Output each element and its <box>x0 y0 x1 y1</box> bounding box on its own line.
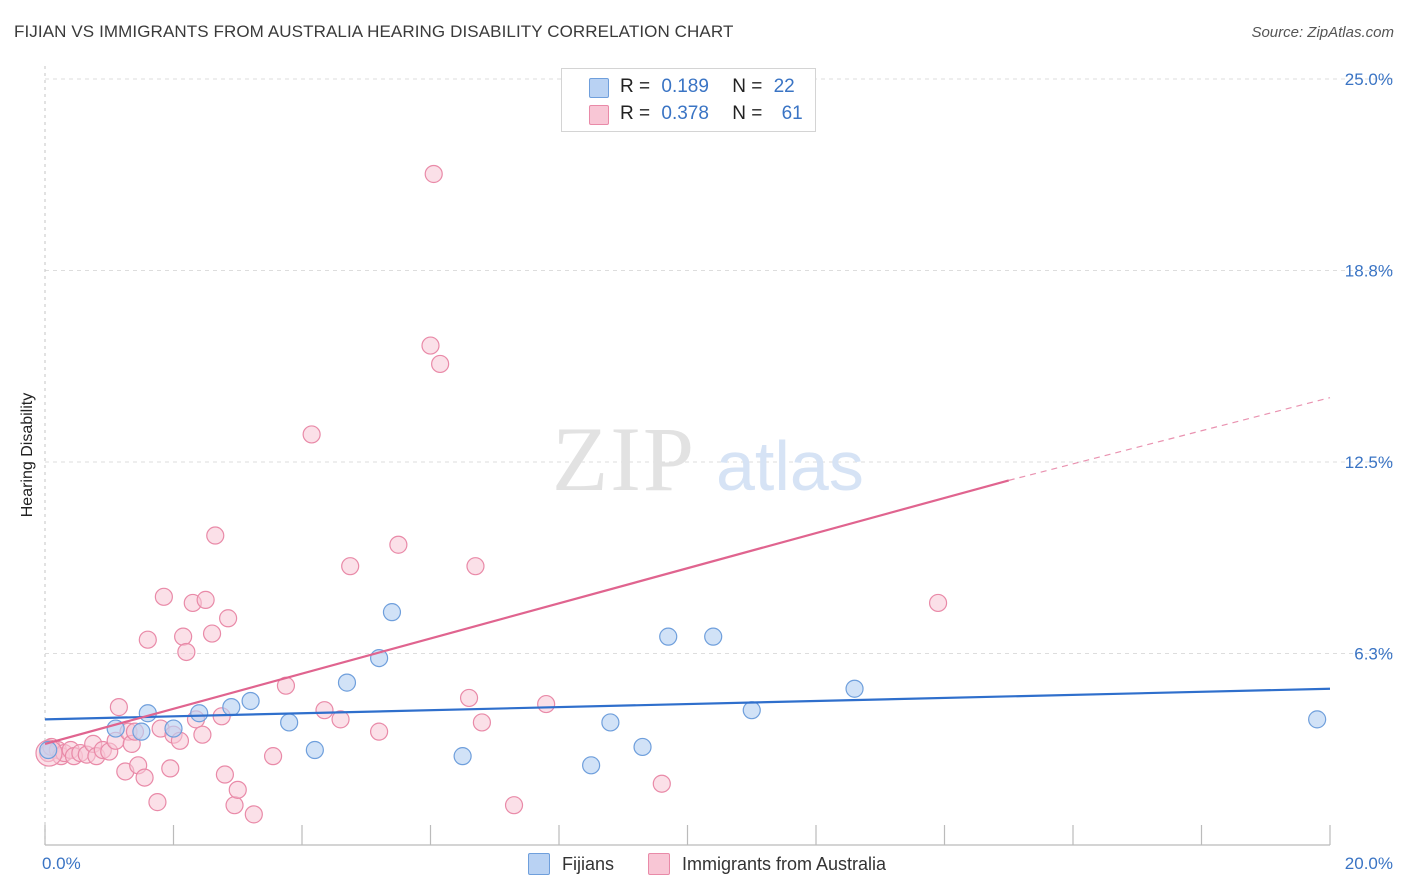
immigrants-point <box>459 688 479 708</box>
fijians-trend-line <box>44 687 1331 721</box>
immigrants-point <box>537 694 556 714</box>
immigrants-trend-extension <box>1008 397 1331 481</box>
legend-swatch-fijians <box>589 78 609 98</box>
legend-swatch-immigrants <box>589 105 609 125</box>
watermark-zip: ZIP <box>552 408 696 510</box>
legend-r-label: R = <box>620 103 651 124</box>
fijians-point <box>164 719 183 738</box>
immigrants-point <box>431 354 450 374</box>
y-tick-label: 25.0% <box>1345 70 1393 89</box>
legend-r-label: R = <box>620 76 651 97</box>
immigrants-point <box>154 587 173 606</box>
immigrants-point <box>244 805 263 824</box>
fijians-point <box>132 722 151 741</box>
immigrants-trend-line <box>44 479 1010 745</box>
immigrants-point <box>177 642 196 662</box>
fijians-point <box>280 713 299 732</box>
fijians-point <box>222 698 241 717</box>
immigrants-point <box>228 780 247 799</box>
immigrants-point <box>315 701 334 720</box>
bottom-legend-label-immigrants: Immigrants from Australia <box>682 853 887 874</box>
immigrants-point <box>302 425 321 444</box>
watermark: ZIP atlas <box>552 408 864 510</box>
immigrants-point <box>424 164 443 184</box>
immigrants-point <box>370 722 389 741</box>
fijians-point <box>704 627 723 646</box>
legend-n-value: 22 <box>773 76 795 97</box>
immigrants-point <box>196 590 215 609</box>
grid-lines <box>45 78 1395 654</box>
y-tick-label: 6.3% <box>1354 645 1393 664</box>
immigrants-point <box>206 526 225 545</box>
trend-lines <box>44 397 1331 745</box>
fijians-point <box>659 627 678 646</box>
fijians-points <box>39 603 1327 775</box>
immigrants-point <box>466 557 485 576</box>
y-tick-label: 18.8% <box>1345 262 1393 281</box>
legend-n-label: N = <box>732 76 763 97</box>
immigrants-point <box>341 557 360 576</box>
x-tick-label: 0.0% <box>42 854 81 873</box>
bottom-legend-fijians: Fijians <box>528 852 614 876</box>
fijians-point <box>382 603 402 622</box>
immigrants-point <box>928 593 948 613</box>
watermark-atlas: atlas <box>716 427 864 505</box>
immigrants-point <box>389 535 408 554</box>
bottom-legend-swatch-immigrants <box>648 853 670 875</box>
fijians-point <box>39 740 58 760</box>
fijians-point <box>633 737 652 757</box>
legend: R = 0.189 N = 22 R = 0.378 N = 61 <box>561 68 816 132</box>
bottom-legend-swatch-fijians <box>528 853 550 875</box>
axes <box>44 66 1331 846</box>
fijians-point <box>453 747 472 766</box>
fijians-point <box>601 713 620 732</box>
immigrants-point <box>161 759 180 778</box>
immigrants-point <box>331 710 350 729</box>
source-label: Source: ZipAtlas.com <box>1251 24 1394 41</box>
fijians-point <box>241 691 260 711</box>
immigrants-point <box>225 796 244 815</box>
legend-r-value: 0.189 <box>661 76 709 97</box>
bottom-legend-immigrants: Immigrants from Australia <box>648 852 886 876</box>
fijians-point <box>337 673 357 692</box>
fijians-point <box>582 756 601 775</box>
fijians-point <box>742 701 761 720</box>
fijians-point <box>1308 710 1327 729</box>
immigrants-point <box>652 774 671 793</box>
immigrants-point <box>174 627 193 646</box>
immigrants-point <box>263 747 283 766</box>
immigrants-point <box>193 725 212 744</box>
immigrants-point <box>421 336 440 355</box>
immigrants-point <box>135 768 154 787</box>
immigrants-point <box>202 624 222 643</box>
bottom-legend-label-fijians: Fijians <box>562 853 615 874</box>
y-tick-label: 12.5% <box>1345 453 1393 472</box>
fijians-point <box>845 679 864 698</box>
fijians-point <box>190 704 209 723</box>
immigrants-point <box>148 793 167 812</box>
immigrants-point <box>472 713 491 732</box>
x-tick-label: 20.0% <box>1345 854 1393 873</box>
immigrants-point <box>219 609 238 628</box>
immigrants-point <box>109 698 128 717</box>
tick-labels: 25.0% 18.8% 12.5% 6.3% 0.0% 20.0% <box>42 70 1393 873</box>
legend-n-label: N = <box>732 103 763 124</box>
chart-title: FIJIAN VS IMMIGRANTS FROM AUSTRALIA HEAR… <box>14 22 734 41</box>
immigrants-point <box>504 796 524 815</box>
immigrants-point <box>215 765 234 784</box>
immigrants-point <box>138 630 157 649</box>
legend-n-value: 61 <box>781 103 803 124</box>
fijians-point <box>305 740 324 760</box>
legend-r-value: 0.378 <box>661 103 709 124</box>
